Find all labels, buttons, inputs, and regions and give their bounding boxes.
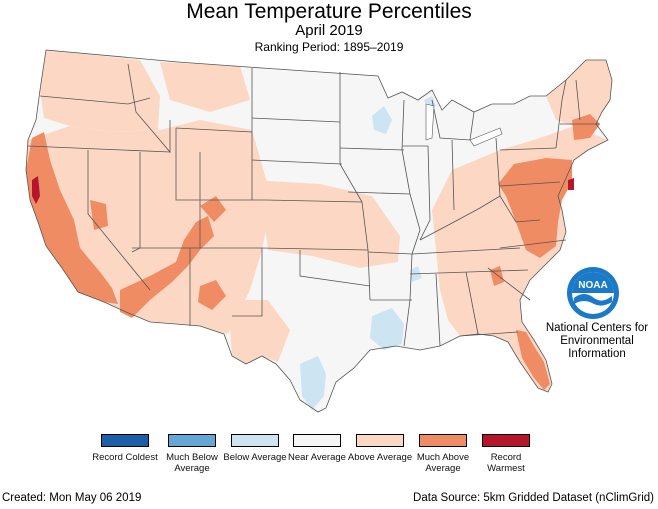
- border-tn-south: [409, 269, 529, 275]
- west-texas-below: [300, 356, 326, 410]
- border-mn-ia: [339, 147, 405, 151]
- montana-above: [160, 62, 250, 112]
- border-ky-tn: [411, 247, 521, 255]
- new-mexico-much-above: [198, 280, 226, 310]
- border-pa-ny: [499, 147, 557, 151]
- legend-swatch: [168, 434, 216, 447]
- below-average-regions: [300, 96, 436, 410]
- border-va-nc: [499, 239, 567, 249]
- border-in-oh: [451, 139, 455, 211]
- legend-below: Below Average: [220, 434, 290, 463]
- border-nm-tx: [232, 248, 263, 317]
- great-lakes: [425, 103, 503, 147]
- legend-label: Below Average: [223, 452, 287, 463]
- legend-label: Record Warmest: [487, 452, 525, 474]
- border-wa-or: [39, 95, 151, 105]
- noaa-logo: NOAA: [567, 267, 619, 319]
- border-ca-nv: [87, 150, 151, 291]
- state-borders: [25, 49, 613, 413]
- much-above-regions: [26, 114, 600, 390]
- legend-swatch: [356, 434, 404, 447]
- border-il-in: [419, 145, 431, 241]
- arizona-much-above: [120, 216, 214, 318]
- data-source: Data Source: 5km Gridded Dataset (nClimG…: [413, 492, 654, 504]
- border-vt-nh: [575, 79, 581, 121]
- map-subtitle: April 2019: [295, 22, 363, 39]
- border-ny-ne: [555, 79, 567, 149]
- border-oh-river: [419, 195, 501, 241]
- nj-record-warm: [568, 178, 574, 190]
- border-mississippi-river: [401, 99, 421, 347]
- border-ok-tx: [299, 250, 371, 287]
- record-warmest-regions: [32, 176, 574, 204]
- plains-above: [252, 180, 400, 268]
- border-ms-al: [435, 273, 441, 347]
- legend-swatch: [482, 434, 530, 447]
- legend-label: Much Below Average: [166, 452, 218, 474]
- us-temperature-map: [25, 49, 613, 413]
- border-va-wv: [499, 195, 541, 223]
- border-al-ga: [465, 271, 479, 335]
- legend-swatch: [101, 434, 149, 447]
- legend-label: Above Average: [347, 452, 413, 463]
- border-ne-ks: [265, 199, 363, 203]
- legend-record-coldest: Record Coldest: [90, 434, 160, 463]
- legend-much-below: Much Below Average: [157, 434, 227, 474]
- legend-label: Near Average: [288, 452, 346, 463]
- ncei-label: National Centers for Environmental Infor…: [545, 322, 649, 360]
- border-or-ca-nv-id: [27, 145, 171, 153]
- new-england-much-above: [572, 114, 600, 140]
- border-id-mt: [127, 63, 171, 154]
- border-wy-co: [175, 128, 266, 201]
- border-ks-ok: [261, 247, 369, 251]
- ranking-period: Ranking Period: 1895–2019: [254, 40, 404, 54]
- border-nd-sd: [251, 117, 341, 123]
- legend-label: Record Coldest: [92, 452, 158, 463]
- noaa-logo-text: NOAA: [578, 280, 607, 291]
- utah-much-above: [200, 196, 226, 222]
- border-ia-mo: [347, 191, 411, 195]
- pacific-northwest-above: [40, 50, 160, 132]
- lower-mississippi-below: [370, 308, 404, 350]
- northeast-above: [546, 60, 612, 126]
- border-sd-ne: [251, 159, 343, 165]
- legend-above: Above Average: [345, 434, 415, 463]
- legend-swatch: [293, 434, 341, 447]
- california-coast-much-above: [26, 132, 118, 304]
- florida-much-above: [516, 330, 550, 390]
- border-mi-lower: [431, 99, 475, 141]
- border-oh-pa: [495, 137, 501, 197]
- border-mn-plains: [339, 72, 371, 301]
- legend-swatch: [231, 434, 279, 447]
- border-mt-wy: [175, 127, 253, 133]
- conus-outline: [25, 49, 613, 413]
- legend-label: Much Above Average: [416, 452, 470, 474]
- border-ga-fl: [459, 331, 519, 337]
- legend-near: Near Average: [282, 434, 352, 463]
- mid-atlantic-much-above: [498, 158, 572, 258]
- lake-erie: [469, 127, 503, 147]
- created-date: Created: Mon May 06 2019: [2, 492, 142, 504]
- map-title: Mean Temperature Percentiles: [186, 0, 472, 23]
- lake-michigan: [425, 103, 435, 141]
- border-pa-md: [499, 181, 561, 187]
- sf-bay-record-warm: [32, 176, 40, 204]
- border-ga-sc: [487, 267, 531, 301]
- legend-record-warmest: Record Warmest: [471, 434, 541, 474]
- wisconsin-below: [372, 106, 392, 134]
- legend-much-above: Much Above Average: [408, 434, 478, 474]
- legend-swatch: [419, 434, 467, 447]
- border-mo-ar: [367, 251, 413, 255]
